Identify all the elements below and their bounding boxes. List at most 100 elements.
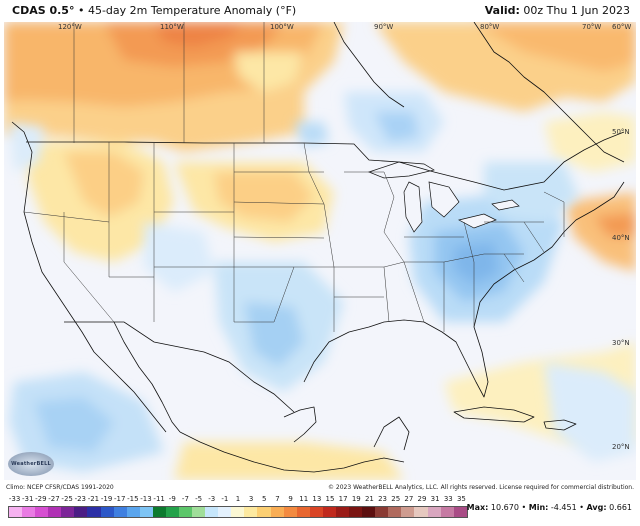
- colorbar-cell: [349, 507, 363, 517]
- colorbar-tick-label: 9: [288, 495, 293, 503]
- colorbar-tick-label: -27: [48, 495, 60, 503]
- weatherbell-logo: WeatherBELL: [8, 452, 54, 476]
- colorbar-cell: [205, 507, 219, 517]
- colorbar-tick-label: -21: [87, 495, 100, 503]
- lat-label: 20°N: [612, 443, 630, 451]
- state-borders: [23, 22, 565, 332]
- colorbar-cell: [322, 507, 336, 517]
- colorbar-tick-label: 29: [417, 495, 427, 503]
- title-separator: •: [77, 4, 85, 17]
- colorbar-cell: [165, 507, 180, 517]
- colorbar-cell: [401, 507, 415, 517]
- colorbar-tick-label: 1: [235, 495, 241, 503]
- copyright-credit: © 2023 WeatherBELL Analytics, LLC. All r…: [328, 484, 634, 491]
- colorbar-cell: [100, 507, 114, 517]
- colorbar-cell: [87, 507, 101, 517]
- colorbar-cell: [74, 507, 88, 517]
- stats-sep: •: [521, 503, 529, 512]
- lon-label: 90°W: [374, 23, 394, 31]
- colorbar-tick-label: 5: [262, 495, 267, 503]
- colorbar-tick-label: -19: [100, 495, 113, 503]
- colorbar-cell: [113, 507, 127, 517]
- colorbar-cell: [244, 507, 258, 517]
- colorbar-tick-label: -9: [168, 495, 176, 503]
- colorbar-cell: [22, 507, 36, 517]
- min-label: Min:: [528, 503, 549, 512]
- colorbar-cell: [139, 507, 153, 517]
- lon-label: 110°W: [160, 23, 184, 31]
- colorbar-cell: [453, 507, 467, 517]
- colorbar-tick-label: 31: [430, 495, 440, 503]
- anomaly-map[interactable]: [4, 22, 636, 480]
- colorbar-tick-label: -5: [195, 495, 203, 503]
- climo-credit: Climo: NCEP CFSR/CDAS 1991-2020: [6, 484, 114, 491]
- lat-label: 30°N: [612, 339, 630, 347]
- colorbar-tick-label: -1: [221, 495, 229, 503]
- colorbar-tick-label: -3: [208, 495, 216, 503]
- colorbar-tick-label: -29: [35, 495, 47, 503]
- colorbar-tick-label: -11: [153, 495, 165, 503]
- colorbar-cell: [48, 507, 62, 517]
- colorbar-tick-label: 15: [325, 495, 335, 503]
- colorbar-cell: [126, 507, 140, 517]
- lon-label: 60°W: [612, 23, 632, 31]
- product-title: 45-day 2m Temperature Anomaly (°F): [87, 4, 297, 17]
- colorbar-tick-label: -33: [8, 495, 21, 503]
- colorbar-tick-label: 33: [443, 495, 453, 503]
- us-canada-border: [26, 131, 625, 191]
- colorbar-tick-label: 3: [248, 495, 254, 503]
- model-name: CDAS 0.5°: [12, 4, 75, 17]
- colorbar-tick-label: -23: [74, 495, 86, 503]
- header: CDAS 0.5° • 45-day 2m Temperature Anomal…: [0, 0, 640, 22]
- colorbar-cell: [283, 507, 297, 517]
- avg-value: 0.661: [609, 503, 632, 512]
- colorbar-cell: [270, 507, 284, 517]
- colorbar-cell: [218, 507, 232, 517]
- valid-label: Valid:: [484, 4, 520, 17]
- avg-label: Avg:: [586, 503, 607, 512]
- colorbar-cell: [9, 507, 23, 517]
- colorbar-tick-label: -7: [181, 495, 189, 503]
- max-label: Max:: [466, 503, 489, 512]
- colorbar-tick-label: 7: [275, 495, 280, 503]
- colorbar-tick-label: 21: [364, 495, 374, 503]
- colorbar-tick-label: 27: [404, 495, 414, 503]
- lon-label: 100°W: [270, 23, 294, 31]
- colorbar-cell: [375, 507, 389, 517]
- lat-label: 40°N: [612, 234, 630, 242]
- lon-label: 80°W: [480, 23, 500, 31]
- max-value: 10.670: [490, 503, 519, 512]
- cool-anomaly-regions: [9, 92, 636, 472]
- colorbar-cell: [427, 507, 441, 517]
- colorbar-tick-label: -17: [113, 495, 126, 503]
- lon-label: 120°W: [58, 23, 82, 31]
- lon-label: 70°W: [582, 23, 602, 31]
- colorbar-tick-label: -25: [61, 495, 73, 503]
- colorbar: [8, 506, 468, 518]
- colorbar-tick-label: 35: [456, 495, 466, 503]
- map-title: CDAS 0.5° • 45-day 2m Temperature Anomal…: [12, 4, 296, 17]
- valid-time: Valid: 00z Thu 1 Jun 2023: [485, 4, 630, 17]
- min-value: -4.451: [550, 503, 577, 512]
- colorbar-tick-label: 11: [299, 495, 309, 503]
- field-stats: Max: 10.670 • Min: -4.451 • Avg: 0.661: [467, 503, 632, 512]
- colorbar-tick-label: 19: [351, 495, 361, 503]
- colorbar-cell: [440, 507, 454, 517]
- colorbar-cell: [388, 507, 402, 517]
- colorbar-tick-label: 13: [312, 495, 322, 503]
- colorbar-cell: [257, 507, 271, 517]
- colorbar-cell: [362, 507, 376, 517]
- colorbar-cell: [231, 507, 245, 517]
- colorbar-tick-label: 17: [338, 495, 348, 503]
- colorbar-tick-label: -31: [21, 495, 34, 503]
- colorbar-cell: [192, 507, 206, 517]
- colorbar-cell: [35, 507, 49, 517]
- colorbar-cell: [414, 507, 428, 517]
- colorbar-cell: [152, 507, 166, 517]
- coastlines: [11, 22, 625, 473]
- colorbar-cell: [309, 507, 323, 517]
- stats-sep: •: [579, 503, 587, 512]
- lat-label: 50°N: [612, 128, 630, 136]
- colorbar-tick-label: 23: [378, 495, 388, 503]
- great-lakes: [367, 161, 520, 233]
